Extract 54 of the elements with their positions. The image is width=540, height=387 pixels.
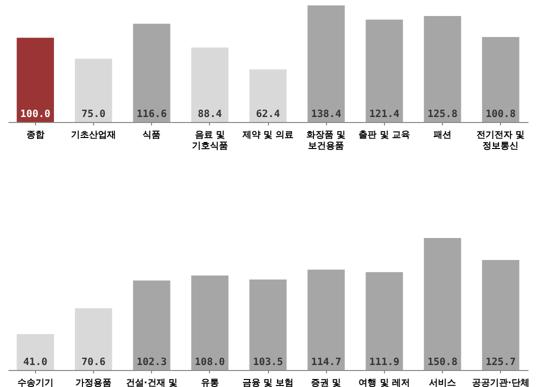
data-label: 103.5 <box>252 357 284 368</box>
bar <box>191 47 228 122</box>
data-label: 108.0 <box>194 357 225 368</box>
x-tick-label: 서비스 <box>428 378 456 387</box>
data-label: 121.4 <box>369 109 400 120</box>
x-tick-label: 증권 및 <box>311 378 342 387</box>
x-tick-label: 건설·건재 및 <box>126 378 178 387</box>
x-tick-label: 전기전자 및 정보통신 <box>476 130 525 152</box>
x-tick-label: 유통 <box>200 378 219 387</box>
data-label: 125.8 <box>427 109 458 120</box>
bar <box>74 308 112 370</box>
bar <box>133 280 170 370</box>
x-tick-label: 공공기관·단체 <box>472 378 530 387</box>
bar <box>424 238 462 370</box>
bar <box>366 20 403 122</box>
data-label: 116.6 <box>136 109 167 120</box>
x-tick-label: 수송기기 <box>17 378 54 387</box>
bar <box>249 69 287 122</box>
data-label: 114.7 <box>311 357 342 368</box>
data-label: 62.4 <box>256 109 280 120</box>
bar <box>249 279 287 370</box>
data-label: 100.0 <box>20 109 50 120</box>
x-tick-label: 기초산업재 <box>71 130 116 140</box>
data-label: 70.6 <box>81 357 106 368</box>
bar <box>191 276 228 370</box>
data-label: 125.7 <box>486 357 516 368</box>
x-tick-label: 화장품 및 보건용품 <box>306 130 346 152</box>
data-label: 41.0 <box>23 357 48 368</box>
x-tick-label: 여행 및 레저 <box>358 378 410 387</box>
data-label: 100.8 <box>486 109 516 120</box>
bar <box>74 58 112 122</box>
data-label: 111.9 <box>369 357 400 368</box>
x-tick-label: 식품 <box>142 130 161 140</box>
x-tick-label: 패션 <box>433 130 452 140</box>
x-tick-label: 가정용품 <box>76 378 112 387</box>
x-tick-label: 금융 및 보험 <box>242 378 294 387</box>
bar <box>424 16 462 122</box>
bar <box>482 260 520 370</box>
bar <box>133 24 170 122</box>
bar <box>308 270 345 370</box>
bar <box>366 272 403 370</box>
x-tick-label: 종합 <box>26 130 44 140</box>
data-label: 75.0 <box>81 109 106 120</box>
bar <box>16 38 54 122</box>
x-tick-label: 음료 및 기호식품 <box>192 130 228 152</box>
data-label: 150.8 <box>427 357 458 368</box>
x-tick-label: 출판 및 교육 <box>358 130 410 140</box>
x-tick-label: 제약 및 의료 <box>241 130 294 140</box>
data-label: 138.4 <box>311 109 342 120</box>
bar <box>16 334 54 370</box>
data-label: 102.3 <box>136 357 167 368</box>
bar <box>482 37 520 122</box>
data-label: 88.4 <box>198 109 222 120</box>
bar <box>308 5 345 122</box>
